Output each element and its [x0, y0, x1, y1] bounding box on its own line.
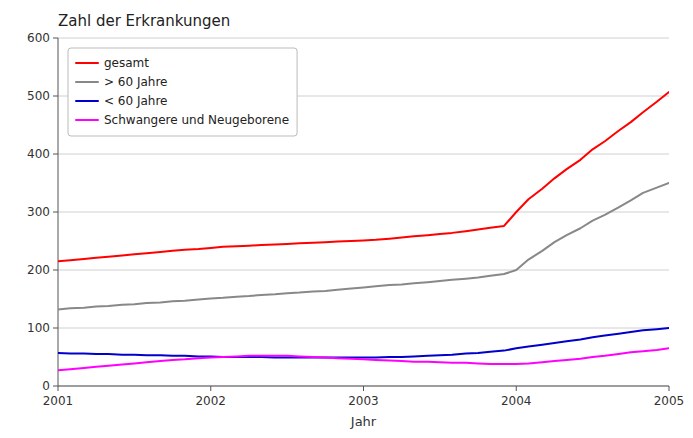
grid-line: [58, 386, 669, 387]
y-tick-label: 400: [27, 147, 50, 161]
legend: gesamt > 60 Jahre < 60 Jahre Schwangere und…: [68, 48, 297, 136]
legend-swatch: [76, 119, 98, 121]
y-tick-label: 100: [27, 321, 50, 335]
legend-label: < 60 Jahre: [104, 94, 168, 108]
grid-line: [58, 270, 669, 271]
y-tick-label: 600: [27, 31, 50, 45]
x-tick-label: 2002: [195, 394, 226, 408]
series-line: [58, 92, 669, 261]
y-axis: 0 100 200 300 400 500 600: [27, 31, 669, 393]
y-tick: [53, 38, 58, 39]
legend-label: Schwangere und Neugeborene: [104, 113, 289, 127]
series-line: [58, 183, 669, 309]
grid-line: [58, 154, 669, 155]
y-tick: [53, 270, 58, 271]
x-tick: [58, 386, 59, 391]
legend-swatch: [76, 100, 98, 102]
plot-area: [58, 38, 669, 386]
legend-swatch: [76, 62, 98, 64]
y-tick: [53, 96, 58, 97]
x-tick: [516, 386, 517, 391]
x-tick: [363, 386, 364, 391]
legend-label: gesamt: [104, 56, 149, 70]
legend-label: > 60 Jahre: [104, 75, 168, 89]
x-tick-label: 2001: [43, 394, 74, 408]
grid-line: [58, 38, 669, 39]
x-tick-label: 2005: [654, 394, 685, 408]
legend-swatch: [76, 81, 98, 83]
y-axis-line: [58, 38, 59, 386]
y-tick-label: 300: [27, 205, 50, 219]
chart: 0 100 200 300 400 500 600 2001 2002 2003 2004 2005 Z…: [0, 0, 693, 438]
title: Zahl der Erkrankungen: [58, 12, 230, 30]
series-line: [58, 348, 669, 370]
y-tick-label: 500: [27, 89, 50, 103]
y-tick-label: 0: [42, 379, 50, 393]
x-axis-line: [58, 386, 669, 387]
grid-line: [58, 212, 669, 213]
series-line: [58, 328, 669, 358]
x-axis-label: Jahr: [350, 414, 377, 429]
x-tick: [210, 386, 211, 391]
y-tick: [53, 328, 58, 329]
grid-line: [58, 328, 669, 329]
x-tick: [669, 386, 670, 391]
y-tick: [53, 154, 58, 155]
x-tick-label: 2004: [501, 394, 532, 408]
legend-box: [68, 48, 297, 136]
x-tick-label: 2003: [348, 394, 379, 408]
y-tick: [53, 386, 58, 387]
y-tick: [53, 212, 58, 213]
x-axis: 2001 2002 2003 2004 2005: [43, 386, 685, 408]
y-tick-label: 200: [27, 263, 50, 277]
